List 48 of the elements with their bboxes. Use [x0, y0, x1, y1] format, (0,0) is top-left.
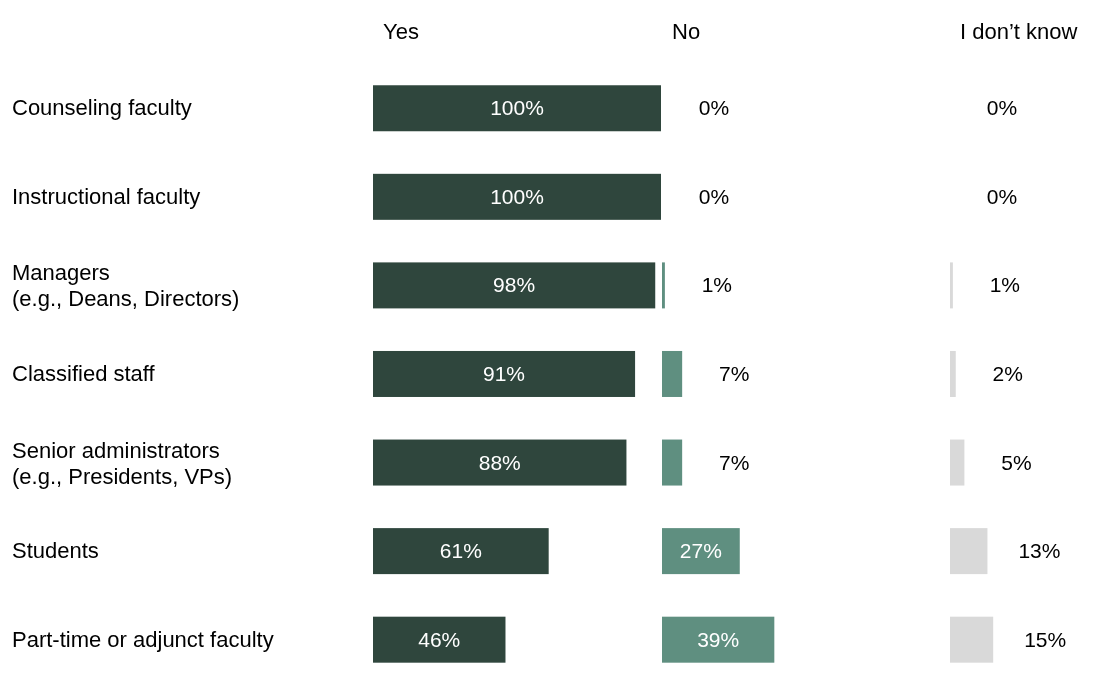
data-label: 7%	[718, 450, 750, 474]
chart-title: Yes	[382, 18, 420, 46]
bar	[662, 350, 683, 397]
data-label: 88%	[478, 450, 521, 474]
data-label: 98%	[493, 273, 536, 297]
y-tick-label: Students	[12, 538, 99, 564]
data-label: 5%	[1001, 450, 1032, 474]
data-label: 1%	[989, 273, 1021, 297]
bar	[373, 85, 661, 132]
data-label: 100%	[490, 184, 544, 208]
data-label: 15%	[1024, 627, 1067, 651]
chart-title: No	[671, 18, 702, 46]
chart-title: I don’t know	[959, 18, 1079, 46]
bar	[950, 350, 956, 397]
data-label: 0%	[986, 184, 1018, 208]
data-label: 0%	[986, 96, 1018, 120]
data-label: 13%	[1018, 539, 1061, 563]
data-label: 27%	[679, 539, 722, 563]
bar	[373, 262, 656, 309]
data-label: 91%	[483, 361, 526, 385]
bar	[373, 173, 661, 220]
bar	[950, 439, 965, 486]
data-label: 0%	[698, 96, 730, 120]
bar	[950, 528, 988, 575]
y-tick-label: Managers (e.g., Deans, Directors)	[12, 260, 240, 312]
bar	[950, 616, 994, 663]
bar	[662, 439, 683, 486]
y-tick-label: Part-time or adjunct faculty	[12, 626, 274, 652]
data-label: 7%	[718, 361, 750, 385]
data-label: 61%	[439, 539, 482, 563]
y-tick-label: Counseling faculty	[12, 95, 192, 121]
data-label: 46%	[418, 627, 461, 651]
data-label: 0%	[698, 184, 730, 208]
bar	[950, 262, 953, 309]
data-label: 39%	[697, 627, 740, 651]
y-tick-label: Classified staff	[12, 361, 156, 386]
y-tick-label: Senior administrators (e.g., Presidents, VPs)	[12, 437, 233, 489]
data-label: 100%	[490, 96, 544, 120]
bar	[373, 616, 506, 663]
bar	[373, 439, 627, 486]
data-label: 2%	[992, 361, 1023, 385]
bar	[662, 528, 740, 575]
y-tick-label: Instructional faculty	[12, 183, 201, 209]
data-label: 1%	[701, 273, 733, 297]
bar	[373, 350, 636, 397]
bar	[373, 528, 549, 575]
bar	[662, 616, 775, 663]
bar	[662, 262, 665, 309]
